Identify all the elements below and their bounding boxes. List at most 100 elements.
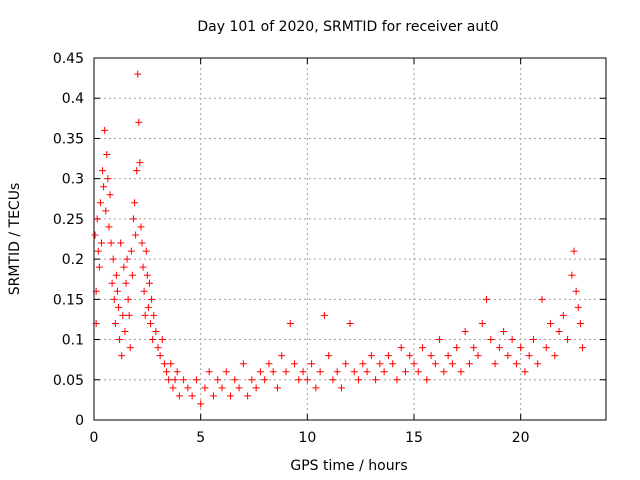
data-point bbox=[576, 319, 584, 327]
data-point bbox=[436, 336, 444, 344]
data-point bbox=[112, 271, 120, 279]
data-point bbox=[165, 376, 173, 384]
data-point bbox=[109, 255, 117, 263]
data-point bbox=[273, 384, 281, 392]
data-point bbox=[512, 360, 520, 368]
data-point bbox=[127, 247, 135, 255]
data-point bbox=[126, 344, 134, 352]
data-point bbox=[427, 352, 435, 360]
data-point bbox=[363, 368, 371, 376]
data-point bbox=[154, 344, 162, 352]
data-point bbox=[160, 360, 168, 368]
data-point bbox=[180, 376, 188, 384]
data-point bbox=[111, 319, 119, 327]
data-point bbox=[97, 239, 105, 247]
data-point bbox=[453, 344, 461, 352]
data-point bbox=[474, 352, 482, 360]
data-point bbox=[555, 328, 563, 336]
data-point bbox=[147, 319, 155, 327]
data-point bbox=[414, 368, 422, 376]
x-axis-label: GPS time / hours bbox=[290, 458, 407, 474]
data-point bbox=[231, 376, 239, 384]
data-point bbox=[110, 295, 118, 303]
data-point bbox=[308, 360, 316, 368]
data-point bbox=[269, 368, 277, 376]
data-point bbox=[113, 287, 121, 295]
data-point bbox=[579, 344, 587, 352]
data-point bbox=[478, 319, 486, 327]
data-point bbox=[218, 384, 226, 392]
data-point bbox=[534, 360, 542, 368]
data-point bbox=[106, 191, 114, 199]
data-point bbox=[92, 319, 100, 327]
data-point bbox=[487, 336, 495, 344]
data-point bbox=[124, 295, 132, 303]
data-point bbox=[137, 223, 145, 231]
data-point bbox=[320, 311, 328, 319]
data-point bbox=[389, 360, 397, 368]
data-point bbox=[205, 368, 213, 376]
data-point bbox=[227, 392, 235, 400]
y-tick-label: 0.2 bbox=[62, 252, 84, 268]
data-point bbox=[470, 344, 478, 352]
data-point bbox=[440, 368, 448, 376]
data-point bbox=[201, 384, 209, 392]
data-point bbox=[197, 400, 205, 408]
data-point bbox=[525, 352, 533, 360]
axis-ticks: 0 0.05 0.1 0.15 0.2 0.25 0.3 0.35 0.4 0.45 0 5 10 15 2… bbox=[53, 51, 606, 446]
data-point bbox=[167, 360, 175, 368]
data-point bbox=[131, 199, 139, 207]
data-point bbox=[248, 376, 256, 384]
data-point bbox=[132, 231, 140, 239]
data-point bbox=[149, 336, 157, 344]
data-point bbox=[465, 360, 473, 368]
data-point bbox=[145, 279, 153, 287]
data-point bbox=[265, 360, 273, 368]
data-point bbox=[239, 360, 247, 368]
data-point bbox=[570, 247, 578, 255]
data-point bbox=[508, 336, 516, 344]
data-point bbox=[156, 352, 164, 360]
data-point bbox=[121, 328, 129, 336]
data-point bbox=[380, 368, 388, 376]
data-point bbox=[123, 255, 131, 263]
data-point bbox=[119, 311, 127, 319]
data-point bbox=[401, 368, 409, 376]
y-tick-label: 0.15 bbox=[53, 292, 84, 308]
data-point bbox=[256, 368, 264, 376]
data-point bbox=[136, 159, 144, 167]
data-point bbox=[129, 215, 137, 223]
data-point bbox=[568, 271, 576, 279]
data-point bbox=[431, 360, 439, 368]
data-point bbox=[101, 126, 109, 134]
data-point bbox=[547, 319, 555, 327]
data-point bbox=[139, 263, 147, 271]
data-point bbox=[419, 344, 427, 352]
data-point bbox=[134, 70, 142, 78]
data-point bbox=[551, 352, 559, 360]
data-point bbox=[192, 376, 200, 384]
data-point bbox=[142, 247, 150, 255]
data-point bbox=[107, 239, 115, 247]
data-point bbox=[100, 183, 108, 191]
data-point bbox=[461, 328, 469, 336]
data-point bbox=[303, 376, 311, 384]
data-point bbox=[133, 167, 141, 175]
data-point bbox=[282, 368, 290, 376]
y-tick-label: 0.35 bbox=[53, 131, 84, 147]
data-point bbox=[171, 376, 179, 384]
x-tick-label: 20 bbox=[512, 430, 530, 446]
data-point bbox=[261, 376, 269, 384]
data-point bbox=[152, 328, 160, 336]
y-tick-label: 0.45 bbox=[53, 51, 84, 67]
data-point bbox=[99, 167, 107, 175]
data-point bbox=[483, 295, 491, 303]
data-point bbox=[135, 118, 143, 126]
data-point bbox=[291, 360, 299, 368]
data-point bbox=[141, 311, 149, 319]
data-point bbox=[286, 319, 294, 327]
data-point bbox=[91, 231, 99, 239]
x-tick-label: 10 bbox=[298, 430, 316, 446]
data-point bbox=[138, 239, 146, 247]
